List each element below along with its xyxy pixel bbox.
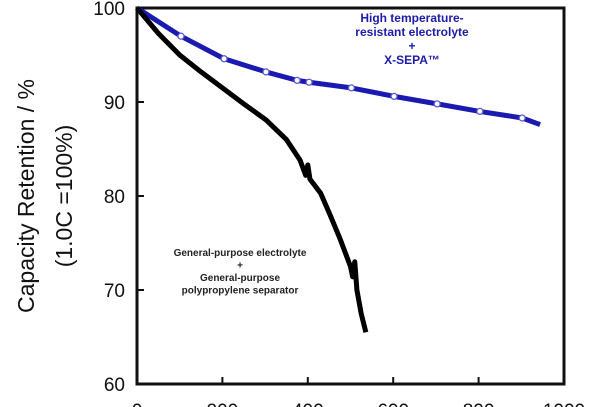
series-line-0 bbox=[135, 5, 541, 127]
data-point bbox=[220, 55, 228, 63]
x-tick-label: 0 bbox=[132, 401, 143, 407]
series-label-blue: X-SEPA™ bbox=[384, 53, 440, 67]
data-point bbox=[347, 84, 356, 92]
x-tick-label: 800 bbox=[463, 401, 495, 407]
x-tick-label: 200 bbox=[207, 401, 239, 407]
series-label-black: General-purpose bbox=[200, 273, 280, 284]
x-tick-label: 400 bbox=[292, 401, 324, 407]
series-label-black: polypropylene separator bbox=[182, 286, 299, 297]
y-axis-label-2: (1.0C =100%) bbox=[51, 125, 77, 268]
data-point bbox=[177, 32, 185, 40]
y-axis-label: Capacity Retention / % bbox=[13, 79, 39, 313]
data-point bbox=[293, 76, 301, 85]
x-tick-label: 600 bbox=[377, 401, 409, 407]
y-tick-label: 60 bbox=[104, 375, 125, 396]
plot-frame bbox=[135, 6, 566, 386]
data-point bbox=[390, 92, 398, 101]
y-tick-label: 100 bbox=[93, 0, 125, 20]
data-point bbox=[262, 68, 270, 76]
y-tick-label: 90 bbox=[104, 93, 125, 114]
series-label-black: General-purpose electrolyte bbox=[174, 248, 307, 259]
data-point bbox=[305, 78, 313, 86]
data-point bbox=[433, 100, 441, 108]
series-label-blue: High temperature- bbox=[360, 11, 463, 25]
series-label-blue: resistant electrolyte bbox=[355, 25, 469, 39]
data-point bbox=[518, 114, 526, 122]
data-point bbox=[476, 107, 484, 116]
x-tick-label: 1000 bbox=[543, 401, 585, 407]
y-tick-label: 80 bbox=[104, 187, 125, 208]
y-tick-label: 70 bbox=[104, 281, 125, 302]
series-label-black: + bbox=[237, 261, 243, 272]
series-label-blue: + bbox=[408, 39, 415, 53]
series-line-1 bbox=[135, 6, 369, 333]
